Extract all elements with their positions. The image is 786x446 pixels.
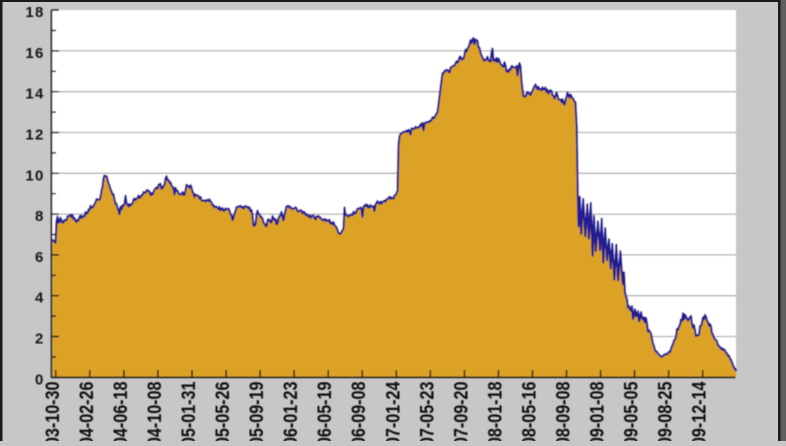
svg-text:2004-06-18: 2004-06-18 — [110, 381, 132, 441]
svg-text:2006-01-23: 2006-01-23 — [280, 381, 302, 441]
svg-text:16: 16 — [25, 45, 44, 62]
svg-text:2007-09-20: 2007-09-20 — [450, 381, 472, 441]
svg-text:14: 14 — [25, 86, 44, 103]
svg-text:2008-01-18: 2008-01-18 — [484, 381, 506, 441]
svg-text:2: 2 — [35, 331, 45, 348]
svg-text:10: 10 — [25, 167, 44, 184]
svg-text:2008-09-08: 2008-09-08 — [552, 381, 574, 441]
svg-text:4: 4 — [35, 290, 45, 307]
svg-text:2007-05-23: 2007-05-23 — [416, 381, 438, 441]
svg-text:2009-01-08: 2009-01-08 — [586, 381, 608, 441]
svg-text:2007-01-24: 2007-01-24 — [382, 381, 404, 441]
svg-text:2008-05-16: 2008-05-16 — [518, 381, 540, 441]
svg-text:8: 8 — [35, 208, 45, 225]
svg-text:2006-05-19: 2006-05-19 — [314, 381, 336, 441]
svg-text:2005-05-26: 2005-05-26 — [212, 381, 234, 441]
svg-text:2003-10-30: 2003-10-30 — [42, 381, 64, 441]
svg-text:2004-10-08: 2004-10-08 — [144, 381, 166, 441]
svg-text:2009-05-05: 2009-05-05 — [620, 381, 642, 441]
svg-text:2009-08-25: 2009-08-25 — [654, 381, 676, 441]
svg-text:2009-12-14: 2009-12-14 — [688, 381, 710, 441]
svg-text:2006-09-08: 2006-09-08 — [348, 381, 370, 441]
svg-text:12: 12 — [25, 127, 44, 144]
svg-text:18: 18 — [25, 4, 44, 21]
svg-text:2005-01-31: 2005-01-31 — [178, 381, 200, 441]
svg-text:2004-02-26: 2004-02-26 — [76, 381, 98, 441]
svg-text:6: 6 — [35, 249, 45, 266]
svg-text:2005-09-19: 2005-09-19 — [246, 381, 268, 441]
